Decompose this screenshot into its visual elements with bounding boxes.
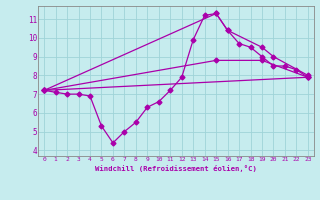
X-axis label: Windchill (Refroidissement éolien,°C): Windchill (Refroidissement éolien,°C) xyxy=(95,165,257,172)
